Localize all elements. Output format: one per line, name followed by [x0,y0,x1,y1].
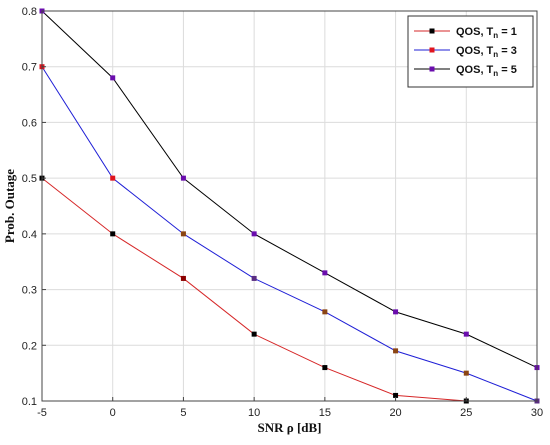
data-point [251,231,257,237]
y-tick-label: 0.5 [22,173,37,185]
legend-entry: QOS, Tn = 5 [414,64,517,78]
data-point [251,275,257,281]
legend-name: QOS, T [456,45,494,57]
y-tick-label: 0.3 [22,285,37,297]
x-tick-label: 25 [460,407,472,419]
data-point [322,270,328,276]
data-point [322,309,328,315]
legend-subscript: n [493,69,498,78]
data-point [180,275,186,281]
y-tick-label: 0.1 [22,396,37,408]
legend-box [407,15,534,88]
y-axis-title: Prob. Outage [2,169,17,243]
legend-marker [429,66,435,72]
data-point [322,365,328,371]
legend-name: QOS, T [456,64,494,76]
data-point [393,348,399,354]
data-point [393,392,399,398]
series-layer [39,8,540,404]
y-tick-label: 0.8 [22,6,37,18]
data-point [463,331,469,337]
legend-entry: QOS, Tn = 3 [414,45,517,59]
x-tick-label: 10 [248,407,260,419]
data-point [463,370,469,376]
legend-label: QOS, Tn = 1 [456,26,517,40]
data-point [180,175,186,181]
legend-suffix: = 5 [498,64,517,76]
data-point [251,331,257,337]
legend-marker [429,47,435,53]
legend-label: QOS, Tn = 3 [456,45,517,59]
x-tick-label: 20 [389,407,401,419]
y-tick-label: 0.4 [22,229,37,241]
x-tick-label: 30 [531,407,543,419]
legend-subscript: n [493,31,498,40]
legend-subscript: n [493,50,498,59]
y-tick-label: 0.2 [22,340,37,352]
x-tick-label: -5 [37,407,47,419]
series-line [41,66,538,402]
series-line [41,177,537,402]
legend-marker [429,28,435,34]
data-point [180,231,186,237]
legend-suffix: = 3 [498,45,517,57]
data-point [110,75,116,81]
plot-frame [41,10,538,402]
y-tick-label: 0.7 [22,62,37,74]
tick-labels: -5 0 5 10 15 20 25 30 0.1 0.2 0.3 0.4 0.5 0.6 0.7 0.8 [22,6,543,419]
x-axis-title: SNR ρ [dB] [257,420,321,435]
x-tick-label: 5 [180,407,186,419]
series-line [41,10,538,369]
x-tick-label: 0 [110,407,116,419]
x-tick-label: 15 [319,407,331,419]
legend-label: QOS, Tn = 5 [456,64,517,78]
data-point [110,231,116,237]
legend-entry: QOS, Tn = 1 [414,26,517,40]
data-point [110,175,116,181]
legend-name: QOS, T [456,26,494,38]
data-point [393,309,399,315]
legend-suffix: = 1 [498,26,517,38]
y-tick-label: 0.6 [22,117,37,129]
